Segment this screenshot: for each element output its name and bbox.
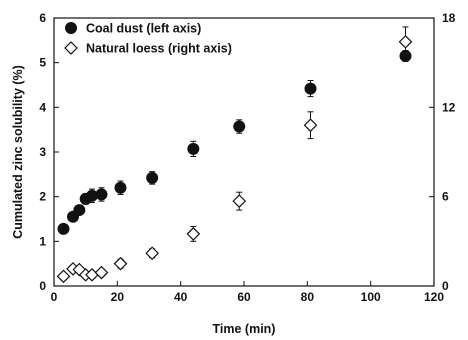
x-tick-label: 60 <box>237 290 251 304</box>
y-left-tick-label: 6 <box>39 11 46 25</box>
data-point <box>114 181 127 194</box>
legend-label: Natural loess (right axis) <box>86 42 232 56</box>
x-tick-label: 40 <box>174 290 188 304</box>
data-marks <box>56 26 413 284</box>
data-point <box>233 120 246 133</box>
data-point <box>73 204 86 217</box>
x-axis-title: Time (min) <box>213 322 276 336</box>
legend-marker <box>64 41 78 55</box>
data-point <box>187 142 200 155</box>
x-tick-label: 100 <box>361 290 381 304</box>
series-natural-loess <box>56 26 413 284</box>
data-point <box>95 188 108 201</box>
x-tick-label: 80 <box>301 290 315 304</box>
y-right-tick-label: 6 <box>442 190 449 204</box>
y-right-tick-label: 12 <box>442 100 456 114</box>
y-left-tick-label: 5 <box>39 56 46 70</box>
data-point <box>113 256 128 271</box>
data-point <box>304 82 317 95</box>
series-coal-dust <box>57 49 412 235</box>
data-point <box>56 269 71 284</box>
x-tick-label: 120 <box>424 290 444 304</box>
x-tick-label: 20 <box>111 290 125 304</box>
data-point <box>232 194 247 208</box>
data-point <box>145 246 160 261</box>
y-left-tick-label: 1 <box>39 234 46 248</box>
legend-marker <box>65 22 77 34</box>
y-right-tick-label: 0 <box>442 279 449 293</box>
y-left-tick-label: 2 <box>39 190 46 204</box>
data-point <box>303 118 318 133</box>
y-left-tick-label: 3 <box>39 145 46 159</box>
y-left-tick-label: 4 <box>39 100 46 114</box>
y-left-tick-label: 0 <box>39 279 46 293</box>
data-point <box>186 227 201 241</box>
y-axis-title: Cumulated zinc solubility (%) <box>11 65 25 239</box>
data-point <box>57 222 70 235</box>
legend: Coal dust (left axis) Natural loess (righ… <box>64 22 232 56</box>
data-point <box>94 265 109 280</box>
legend-label: Coal dust (left axis) <box>86 22 201 36</box>
data-point <box>398 34 413 49</box>
x-tick-label: 0 <box>51 290 58 304</box>
plot-frame <box>53 17 435 287</box>
y-right-tick-label: 18 <box>442 11 456 25</box>
data-point <box>146 171 159 184</box>
